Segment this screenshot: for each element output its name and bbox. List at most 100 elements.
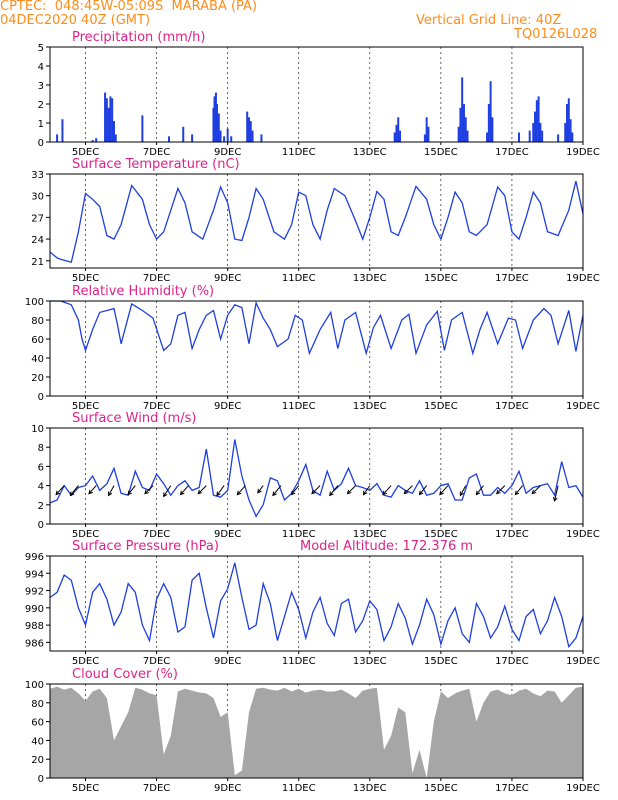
wind-arrow [329, 485, 339, 496]
pres-extra-title: Model Altitude: 172.376 m [300, 539, 473, 554]
x-tick-label: 13DEC [353, 273, 387, 284]
precip-bar [104, 92, 107, 142]
wind-arrow [180, 485, 189, 495]
wind-arrow-head [362, 490, 368, 496]
y-tick-label: 21 [31, 257, 44, 268]
x-tick-label: 17DEC [495, 783, 529, 794]
x-tick-label: 9DEC [214, 656, 241, 667]
y-tick-label: 0 [38, 774, 44, 785]
wind-arrow-head [514, 490, 520, 496]
y-tick-label: 0 [38, 138, 44, 149]
x-tick-label: 15DEC [424, 529, 458, 540]
x-tick-label: 19DEC [566, 656, 600, 667]
x-tick-label: 9DEC [214, 147, 241, 158]
x-tick-label: 17DEC [495, 656, 529, 667]
wind-arrow [197, 485, 207, 495]
precip-bar [246, 111, 249, 142]
wind-arrow-head [459, 491, 464, 497]
precip-bar [462, 104, 465, 142]
wind-arrow [554, 485, 559, 502]
pres-panel: 986 988 990 992 994 996 5DEC 7DEC 9DEC 11DEC 13DEC… [25, 539, 600, 667]
y-tick-label: 100 [25, 680, 44, 691]
y-tick-label: 996 [25, 552, 44, 563]
wind-arrow [531, 485, 541, 495]
wind-arrow-head [439, 490, 444, 496]
precip-bar [423, 134, 426, 142]
wind-arrow [382, 485, 392, 495]
x-tick-label: 15DEC [424, 273, 458, 284]
wind-arrow-head [403, 489, 409, 495]
precip-title: Precipitation (mm/h) [72, 30, 205, 45]
wind-arrow [55, 485, 65, 495]
wind-arrow [163, 485, 172, 497]
x-tick-label: 11DEC [282, 401, 316, 412]
precip-bar [567, 98, 570, 142]
wind-arrow [311, 485, 321, 495]
plot-frame [49, 173, 584, 269]
wind-arrow [459, 485, 467, 496]
y-tick-label: 0 [38, 392, 44, 403]
y-tick-label: 1 [38, 119, 44, 130]
y-tick-label: 33 [31, 170, 44, 181]
y-tick-label: 80 [31, 316, 44, 327]
x-tick-label: 13DEC [353, 147, 387, 158]
precip-bar [219, 130, 222, 142]
precip-bar [95, 138, 98, 142]
x-tick-label: 13DEC [353, 783, 387, 794]
x-tick-label: 17DEC [495, 273, 529, 284]
y-tick-label: 990 [25, 604, 44, 615]
plot-frame [49, 555, 584, 652]
wind-arrow-head [346, 489, 352, 495]
precip-bar [518, 132, 521, 142]
precip-bar [571, 132, 574, 142]
precip-bar [539, 123, 542, 142]
y-tick-label: 80 [31, 699, 44, 710]
y-tick-label: 3 [38, 81, 44, 92]
x-tick-label: 13DEC [353, 529, 387, 540]
x-tick-label: 11DEC [282, 273, 316, 284]
precip-bar [569, 119, 572, 142]
precip-bar [459, 107, 462, 142]
rh-panel: 0 20 40 60 80 100 5DEC 7DEC 9DEC 11DEC 13DEC 15DEC 1… [25, 284, 600, 412]
precip-bar [111, 98, 114, 142]
precip-bar [247, 117, 250, 142]
precip-bar [397, 117, 400, 142]
cloud-title: Cloud Cover (%) [72, 667, 178, 682]
x-tick-label: 15DEC [424, 401, 458, 412]
wind-arrow-head [329, 491, 334, 497]
wind-arrow [257, 485, 264, 494]
y-tick-label: 20 [31, 755, 44, 766]
wind-arrow [439, 485, 449, 495]
y-tick-label: 40 [31, 736, 44, 747]
precip-bar [114, 134, 117, 142]
precip-bar [528, 130, 531, 142]
wind-panel: 0 2 4 6 8 10 5DEC 7DEC 9DEC 11DEC 13DEC 15DEC 17DEC 1… [31, 411, 600, 540]
y-tick-label: 40 [31, 354, 44, 365]
wind-arrow [291, 485, 300, 495]
x-tick-label: 19DEC [566, 783, 600, 794]
precip-bar [489, 81, 492, 142]
precip-bar [399, 130, 402, 142]
precip-bar [216, 104, 219, 142]
wind-arrow [236, 485, 246, 495]
precip-bar [491, 117, 494, 142]
precip-bar [168, 136, 171, 142]
wind-arrow-head [418, 490, 424, 496]
y-tick-label: 2 [38, 501, 44, 512]
temp-line [49, 181, 584, 263]
x-tick-label: 19DEC [566, 147, 600, 158]
precip-bar [557, 134, 560, 142]
x-tick-label: 15DEC [424, 147, 458, 158]
precip-bar [487, 104, 490, 142]
y-tick-label: 8 [38, 443, 44, 454]
plot-frame [49, 300, 584, 397]
x-tick-label: 9DEC [214, 273, 241, 284]
wind-arrow-head [531, 489, 537, 495]
wind-arrow-head [272, 491, 277, 497]
precip-bar [537, 96, 540, 142]
y-tick-label: 30 [31, 192, 44, 203]
x-tick-label: 15DEC [424, 656, 458, 667]
x-tick-label: 5DEC [72, 147, 99, 158]
wind-title: Surface Wind (m/s) [72, 411, 196, 426]
